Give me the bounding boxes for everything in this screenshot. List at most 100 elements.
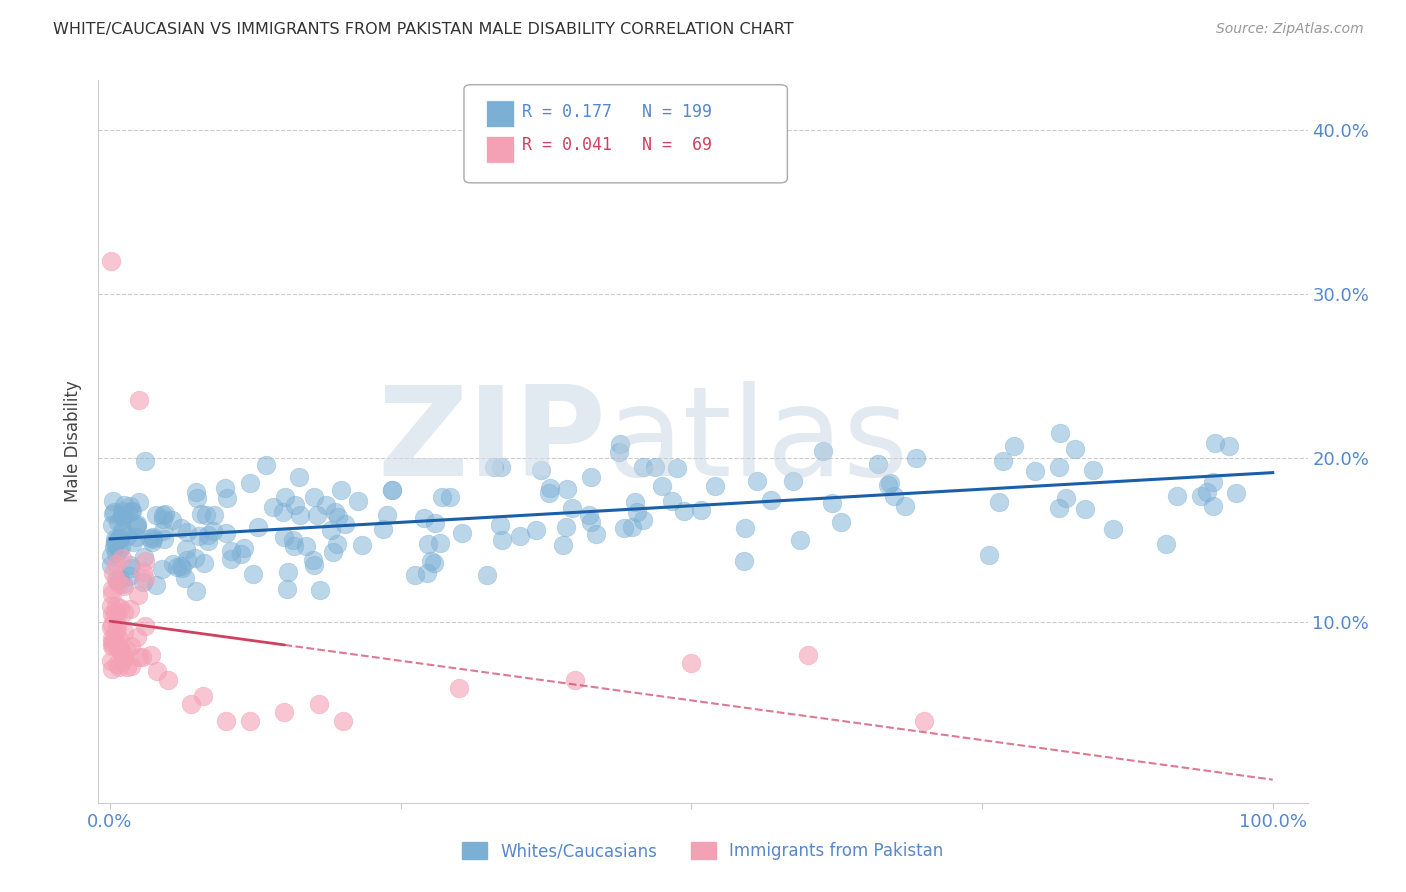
Point	[101, 618, 124, 632]
Text: ZIP: ZIP	[378, 381, 606, 502]
Point	[112, 498, 135, 512]
Point	[332, 714, 354, 728]
Point	[609, 437, 631, 451]
Point	[134, 619, 156, 633]
Point	[555, 520, 578, 534]
Point	[284, 499, 307, 513]
Point	[101, 508, 124, 522]
Text: Source: ZipAtlas.com: Source: ZipAtlas.com	[1216, 22, 1364, 37]
Point	[180, 698, 202, 712]
Point	[347, 494, 370, 508]
Point	[162, 557, 184, 571]
Point	[233, 541, 256, 555]
Point	[122, 534, 145, 549]
Point	[1197, 484, 1219, 499]
Point	[308, 698, 330, 712]
Point	[103, 540, 125, 554]
Point	[107, 630, 129, 644]
Point	[1024, 464, 1046, 478]
Point	[912, 714, 935, 728]
Point	[112, 579, 135, 593]
Point	[1081, 463, 1104, 477]
Point	[877, 478, 900, 492]
Point	[105, 607, 128, 622]
Point	[302, 553, 325, 567]
Point	[579, 470, 602, 484]
Point	[153, 508, 176, 522]
Point	[115, 659, 138, 673]
Point	[631, 513, 654, 527]
Point	[883, 490, 905, 504]
Point	[120, 561, 142, 575]
Point	[120, 639, 142, 653]
Point	[197, 533, 219, 548]
Point	[176, 553, 198, 567]
Point	[274, 491, 297, 505]
Point	[326, 537, 349, 551]
Point	[761, 493, 783, 508]
Point	[439, 490, 461, 504]
Point	[350, 538, 373, 552]
Point	[112, 624, 135, 639]
Point	[821, 496, 844, 510]
Point	[307, 508, 329, 523]
Point	[108, 601, 131, 615]
Point	[120, 500, 142, 514]
Point	[215, 491, 238, 505]
Point	[105, 572, 128, 586]
Point	[375, 508, 398, 522]
Point	[139, 648, 162, 662]
Point	[866, 458, 889, 472]
Point	[103, 609, 125, 624]
Point	[322, 545, 344, 559]
Point	[553, 538, 575, 552]
Point	[145, 578, 167, 592]
Point	[184, 485, 207, 500]
Point	[242, 566, 264, 581]
Point	[650, 479, 672, 493]
Point	[579, 515, 602, 529]
Point	[561, 500, 583, 515]
Point	[262, 500, 284, 515]
Point	[977, 549, 1000, 563]
Point	[132, 549, 155, 564]
Point	[101, 662, 124, 676]
Point	[108, 641, 131, 656]
Point	[127, 516, 149, 531]
Point	[1102, 522, 1125, 536]
Point	[103, 566, 125, 580]
Point	[105, 619, 128, 633]
Point	[170, 521, 193, 535]
Point	[626, 505, 648, 519]
Point	[134, 453, 156, 467]
Point	[201, 524, 224, 538]
Point	[125, 519, 148, 533]
Point	[288, 508, 311, 523]
Point	[1204, 436, 1226, 450]
Point	[110, 640, 132, 655]
Point	[145, 665, 167, 679]
Point	[273, 530, 295, 544]
Point	[219, 552, 242, 566]
Point	[120, 504, 142, 518]
Point	[120, 558, 142, 572]
Point	[101, 587, 124, 601]
Point	[624, 494, 647, 508]
Point	[197, 528, 219, 542]
Point	[117, 528, 139, 542]
Point	[1202, 499, 1225, 513]
Point	[811, 443, 834, 458]
Point	[229, 547, 252, 561]
Point	[319, 524, 342, 538]
Point	[202, 508, 225, 522]
Point	[315, 498, 337, 512]
Point	[420, 554, 443, 568]
Point	[128, 649, 150, 664]
Point	[101, 634, 124, 648]
Point	[110, 642, 132, 657]
Point	[110, 540, 132, 554]
Point	[564, 673, 586, 687]
Point	[152, 511, 174, 525]
Point	[105, 657, 128, 671]
Text: R = 0.041   N =  69: R = 0.041 N = 69	[522, 136, 711, 154]
